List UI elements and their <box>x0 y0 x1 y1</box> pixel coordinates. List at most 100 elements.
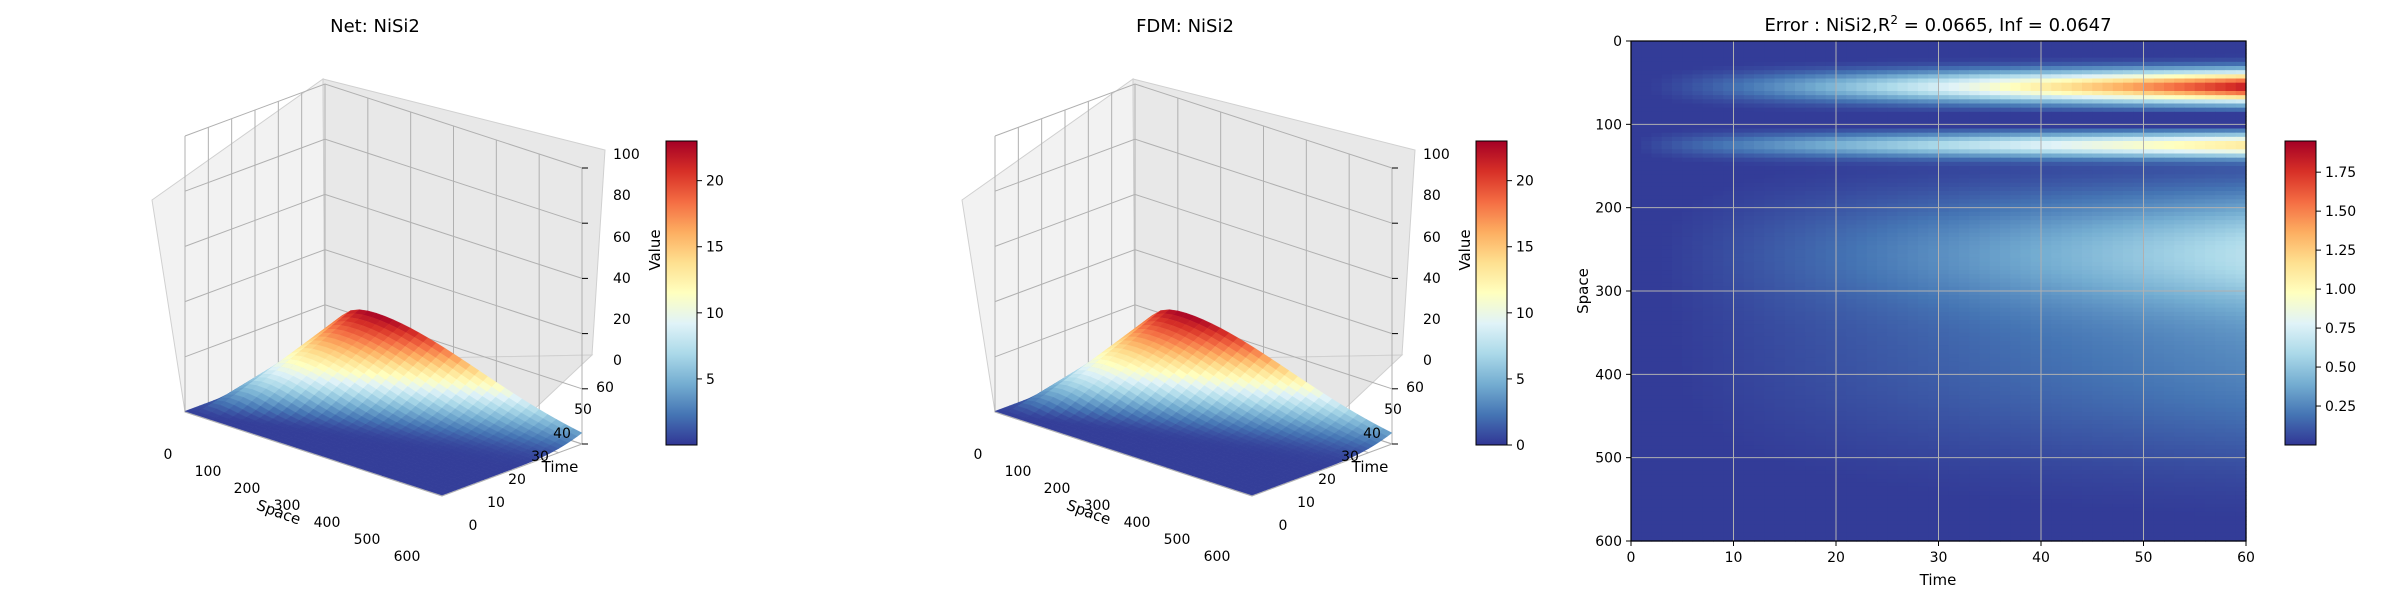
heatmap-cell <box>1959 128 1970 134</box>
heatmap-cell <box>1661 224 1673 230</box>
heatmap-cell <box>2174 170 2186 175</box>
heatmap-cell <box>1795 178 1806 184</box>
heatmap-cell <box>1651 170 1663 175</box>
heatmap-cell <box>2000 186 2011 192</box>
heatmap-cell <box>1682 91 1694 96</box>
heatmap-cell <box>2194 191 2206 196</box>
heatmap-cell <box>1979 174 1991 180</box>
heatmap-cell <box>1784 228 1796 234</box>
heatmap-cell <box>2235 178 2247 184</box>
heatmap-cell <box>2092 124 2104 130</box>
heatmap-cell <box>2041 116 2052 121</box>
heatmap-cell <box>2030 136 2042 142</box>
heatmap-cell <box>2112 66 2124 71</box>
heatmap-cell <box>1948 241 1960 246</box>
heatmap-cell <box>2205 174 2216 180</box>
heatmap-cell <box>2041 153 2052 159</box>
heatmap-cell <box>2102 224 2114 230</box>
heatmap-cell <box>2061 228 2073 234</box>
heatmap-cell <box>2184 86 2196 92</box>
heatmap-cell <box>2061 66 2073 71</box>
heatmap-cell <box>2112 57 2124 63</box>
heatmap-cell <box>1682 132 1694 138</box>
heatmap-cell <box>1815 95 1827 100</box>
heatmap-cell <box>2205 132 2216 138</box>
heatmap-cell <box>1743 228 1755 234</box>
heatmap-cell <box>2174 141 2186 146</box>
heatmap-cell <box>2194 128 2206 134</box>
heatmap-cell <box>2133 241 2145 246</box>
heatmap-cell <box>2020 82 2032 88</box>
heatmap-cell <box>2153 220 2165 225</box>
heatmap-cell <box>2225 107 2237 113</box>
heatmap-cell <box>1784 191 1796 196</box>
heatmap-cell <box>2225 82 2237 88</box>
heatmap-cell <box>1856 195 1868 200</box>
heatmap-cell <box>2164 57 2175 63</box>
heatmap-cell <box>2194 211 2206 217</box>
heatmap-cell <box>2123 78 2134 84</box>
heatmap-cell <box>1969 82 1981 88</box>
heatmap-cell <box>1825 82 1837 88</box>
heatmap-cell <box>1959 236 1970 242</box>
heatmap-cell <box>1897 61 1909 67</box>
heatmap-cell <box>2225 182 2237 188</box>
heatmap-cell <box>1682 220 1694 225</box>
heatmap-cell <box>1795 111 1806 117</box>
heatmap-cell <box>1682 49 1694 55</box>
heatmap-cell <box>2225 224 2237 230</box>
heatmap-cell <box>1918 186 1929 192</box>
heatmap-cell <box>1702 103 1714 109</box>
heatmap-cell <box>1887 170 1899 175</box>
heatmap-cell <box>2225 245 2237 250</box>
heatmap-cell <box>1918 124 1929 130</box>
heatmap-cell <box>2112 228 2124 234</box>
heatmap-cell <box>1661 111 1673 117</box>
heatmap-cell <box>1631 211 1642 217</box>
heatmap-cell <box>1866 199 1878 205</box>
heatmap-cell <box>1743 166 1755 171</box>
heatmap-cell <box>1836 61 1847 67</box>
heatmap-cell <box>1805 145 1817 150</box>
heatmap-cell <box>1969 111 1981 117</box>
heatmap-cell <box>2061 103 2073 109</box>
heatmap-cell <box>1682 95 1694 100</box>
heatmap-cell <box>1877 245 1888 250</box>
heatmap-cell <box>1764 166 1776 171</box>
heatmap-cell <box>1825 186 1837 192</box>
heatmap-cell <box>1938 166 1950 171</box>
heatmap-cell <box>1877 207 1888 213</box>
heatmap-cell <box>2143 66 2155 71</box>
heatmap-cell <box>1702 91 1714 96</box>
heatmap-cell <box>1815 74 1827 80</box>
heatmap-cell <box>2071 70 2083 75</box>
heatmap-cell <box>1651 66 1663 71</box>
heatmap-cell <box>1969 191 1981 196</box>
heatmap-cell <box>1918 136 1929 142</box>
heatmap-cell <box>2041 145 2052 150</box>
heatmap-cell <box>2112 116 2124 121</box>
heatmap-cell <box>1969 170 1981 175</box>
heatmap-cell <box>1641 49 1653 55</box>
heatmap-cell <box>2041 157 2052 163</box>
heatmap-cell <box>1969 61 1981 67</box>
heatmap-cell <box>1661 207 1673 213</box>
heatmap-cell <box>1754 249 1765 255</box>
heatmap-cell <box>2143 128 2155 134</box>
heatmap-cell <box>1938 45 1950 50</box>
heatmap-cell <box>1928 132 1940 138</box>
heatmap-cell <box>2174 178 2186 184</box>
heatmap-cell <box>1846 241 1858 246</box>
heatmap-cell <box>2092 111 2104 117</box>
heatmap-cell <box>2235 57 2247 63</box>
heatmap-cell <box>2174 199 2186 205</box>
heatmap-cell <box>2010 186 2022 192</box>
heatmap-cell <box>2184 232 2196 238</box>
heatmap-cell <box>1938 41 1950 46</box>
title-prefix: Error : NiSi2, <box>1764 15 1877 36</box>
heatmap-cell <box>1938 220 1950 225</box>
heatmap-cell <box>1764 220 1776 225</box>
heatmap-cell <box>2205 116 2216 121</box>
heatmap-cell <box>2184 82 2196 88</box>
heatmap-cell <box>1989 107 2001 113</box>
